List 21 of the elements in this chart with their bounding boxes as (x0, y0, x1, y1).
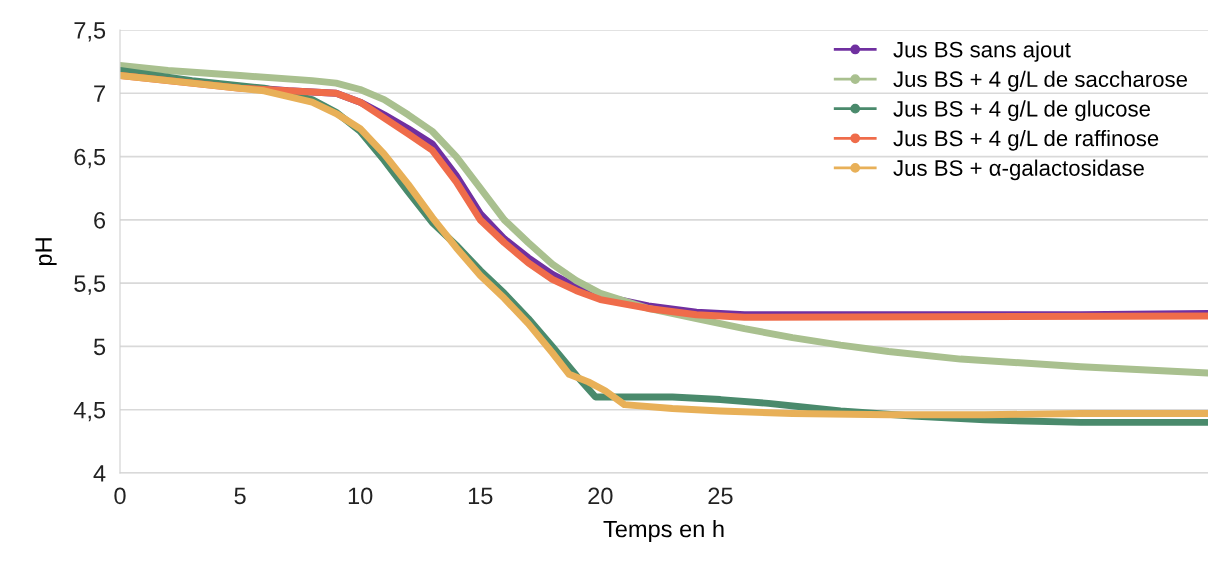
legend-label: Jus BS + 4 g/L de raffinose (893, 129, 1159, 151)
x-axis-title: Temps en h (603, 520, 724, 543)
legend-label: Jus BS + 4 g/L de saccharose (893, 70, 1188, 92)
y-tick-label: 4 (93, 465, 106, 482)
x-tick-label: 5 (234, 487, 246, 505)
x-tick-label: 25 (708, 487, 733, 505)
legend-label: Jus BS + 4 g/L de glucose (893, 100, 1150, 122)
y-tick-label: 5,5 (74, 275, 106, 295)
y-tick-label: 5 (93, 338, 106, 356)
x-tick-label: 15 (468, 487, 493, 505)
legend-label: Jus BS sans ajout (893, 41, 1071, 62)
x-tick-label: 0 (114, 487, 126, 505)
x-tick-label: 10 (348, 487, 373, 505)
x-tick-label: 20 (588, 487, 613, 505)
y-tick-label: 6,5 (74, 148, 106, 169)
y-tick-label: 7 (94, 85, 105, 102)
y-tick-label: 7,5 (74, 22, 106, 42)
y-axis-title: pH (35, 238, 57, 266)
y-tick-label: 4,5 (73, 402, 106, 422)
y-tick-label: 6 (94, 211, 106, 229)
legend-label: Jus BS + α-galactosidase (893, 159, 1144, 181)
